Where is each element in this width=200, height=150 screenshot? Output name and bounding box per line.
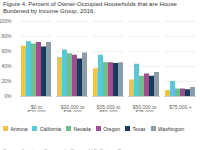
html-text:California: California [40,125,62,132]
svg-text:20%: 20% [1,78,12,84]
svg-text:$20,000 to$35,000: $20,000 to$35,000 [61,104,85,112]
svg-text:$50,000 to$75,000: $50,000 to$75,000 [133,104,157,112]
html-text:Arizona: Arizona [10,125,28,132]
html-text:Texas: Texas [132,125,146,132]
svg-text:80%: 80% [1,33,12,39]
html-text:Washington: Washington [158,125,185,132]
svg-text:$0 to$20,000: $0 to$20,000 [27,104,45,112]
html-text:Figure 4. Percent of Owner-Occ: Figure 4. Percent of Owner-Occupied Hous… [3,1,177,14]
svg-text:$35,000 to$50,000: $35,000 to$50,000 [97,104,121,112]
svg-text:$75,000 +: $75,000 + [169,104,191,110]
svg-text:0%: 0% [4,93,12,99]
html-text:Oregon: Oregon [103,125,120,132]
svg-text:60%: 60% [1,48,12,54]
svg-text:40%: 40% [1,63,12,69]
html-text:Nevada: Nevada [73,125,91,132]
svg-text:100%: 100% [0,18,12,24]
